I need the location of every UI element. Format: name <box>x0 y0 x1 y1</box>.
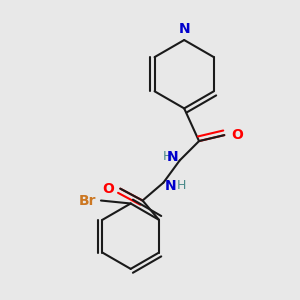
Text: N: N <box>167 150 178 164</box>
Text: Br: Br <box>79 194 97 208</box>
Text: N: N <box>165 179 176 193</box>
Text: O: O <box>102 182 114 196</box>
Text: H: H <box>163 150 172 163</box>
Text: O: O <box>231 128 243 142</box>
Text: H: H <box>177 179 186 192</box>
Text: N: N <box>178 22 190 36</box>
